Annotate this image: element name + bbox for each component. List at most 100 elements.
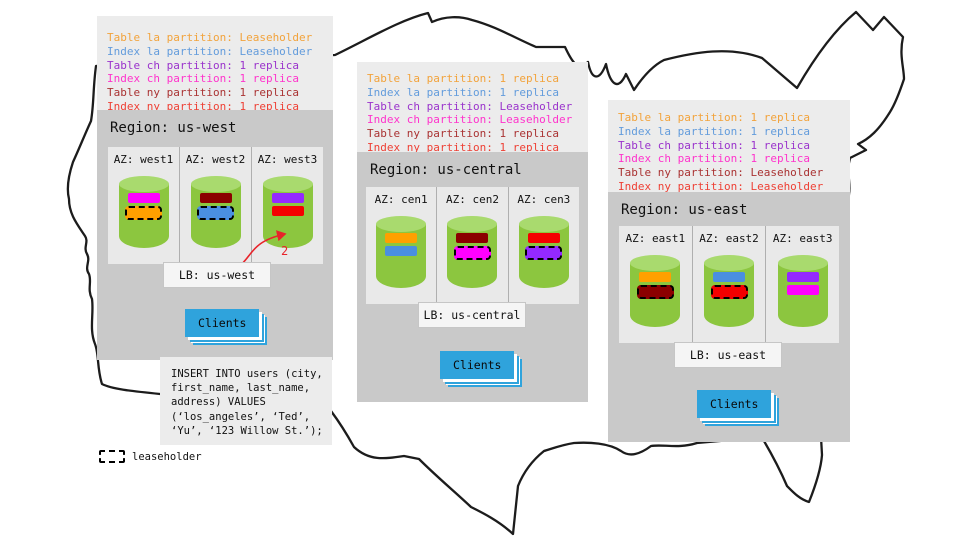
replica-bars <box>519 233 569 260</box>
cylinder-top <box>518 216 569 232</box>
az-panel: AZ: west1 AZ: west2 <box>108 147 323 264</box>
cylinder-top <box>376 216 427 232</box>
clients-box: Clients <box>440 351 515 379</box>
cylinder-top <box>262 176 313 192</box>
partition-replica-bar <box>525 246 563 260</box>
database-cylinder <box>190 176 241 248</box>
cylinder-top <box>190 176 241 192</box>
legend-line: Table ny partition: Leaseholder <box>618 166 824 180</box>
az-title: AZ: west3 <box>257 153 318 166</box>
partition-replica-bar <box>125 206 162 220</box>
replica-bars <box>376 233 426 256</box>
database-cylinder <box>262 176 313 248</box>
az-title: AZ: west2 <box>185 153 246 166</box>
az-column: AZ: east1 <box>619 226 693 343</box>
partition-replica-bar <box>456 233 489 243</box>
az-title: AZ: cen2 <box>446 193 499 206</box>
legend-line: Table ny partition: 1 replica <box>367 127 560 141</box>
partition-replica-bar <box>199 193 232 203</box>
az-column: AZ: east2 <box>693 226 767 343</box>
az-panel: AZ: east1 AZ: east2 <box>619 226 839 343</box>
database-cylinder <box>376 216 427 288</box>
partition-replica-bar <box>271 193 304 203</box>
database-cylinder <box>630 255 681 327</box>
az-column: AZ: cen2 <box>437 187 509 304</box>
partition-replica-bar <box>385 246 418 256</box>
replica-bars <box>778 272 828 295</box>
sql-line: address) VALUES <box>171 396 266 409</box>
legend-line: Table la partition: 1 replica <box>618 111 811 124</box>
az-title: AZ: cen1 <box>374 193 428 206</box>
legend-line: Index la partition: 1 replica <box>618 124 811 138</box>
cylinder-top <box>630 255 681 271</box>
arrow-step-label: 2 <box>281 244 289 258</box>
sql-line: (‘los_angeles’, ‘Ted’, <box>171 410 311 423</box>
database-cylinder <box>118 176 169 248</box>
az-column: AZ: west1 <box>108 147 180 264</box>
legend-line: Index ny partition: 1 replica <box>107 99 300 113</box>
region-box-us-east: Region: us-east AZ: east1 AZ: east2 <box>608 192 850 442</box>
replica-bars <box>119 193 169 220</box>
sql-line: first_name, last_name, <box>171 382 311 395</box>
partition-replica-bar <box>710 285 748 299</box>
load-balancer-us-east: LB: us-east <box>674 342 782 368</box>
partition-replica-bar <box>713 272 745 282</box>
az-column: AZ: east3 <box>766 226 839 343</box>
sql-line: ‘Yu’, ‘123 Willow St.’); <box>171 424 323 437</box>
partition-replica-bar <box>271 206 304 216</box>
partition-replica-bar <box>197 206 234 220</box>
partition-replica-bar <box>453 246 491 260</box>
sql-line: INSERT INTO users (city, <box>171 368 323 380</box>
partition-replica-bar <box>636 285 674 299</box>
partition-replica-bar <box>786 285 819 295</box>
partition-replica-bar <box>527 233 560 243</box>
legend-line: Index ny partition: Leaseholder <box>618 179 824 193</box>
legend-line: Table ch partition: 1 replica <box>107 58 300 72</box>
legend-line: Index ch partition: 1 replica <box>618 152 811 166</box>
replica-bars <box>704 272 754 299</box>
database-cylinder <box>704 255 754 327</box>
legend-line: Table ch partition: 1 replica <box>618 138 811 152</box>
region-title: Region: us-west <box>110 120 237 136</box>
legend-line: Index ch partition: 1 replica <box>107 72 300 86</box>
cylinder-top <box>704 255 754 271</box>
cylinder-top <box>118 176 169 192</box>
cylinder-top <box>777 255 828 271</box>
az-title: AZ: east1 <box>625 232 686 245</box>
partition-replica-bar <box>639 272 672 282</box>
leaseholder-key: leaseholder <box>99 450 202 463</box>
az-title: AZ: cen3 <box>517 193 571 206</box>
legend-line: Table ch partition: Leaseholder <box>367 99 573 113</box>
database-cylinder <box>518 216 569 288</box>
az-column: AZ: west2 <box>180 147 252 264</box>
az-title: AZ: east3 <box>772 232 833 245</box>
sql-insert-statement: INSERT INTO users (city, first_name, las… <box>160 357 332 445</box>
legend-line: Index la partition: 1 replica <box>367 85 560 99</box>
clients-box: Clients <box>697 390 772 418</box>
region-title: Region: us-east <box>621 202 748 218</box>
az-column: AZ: cen3 <box>509 187 579 304</box>
partition-legend-us-east: Table la partition: 1 replica Index la p… <box>608 100 850 193</box>
partition-replica-bar <box>786 272 819 282</box>
az-column: AZ: cen1 <box>366 187 438 304</box>
partition-replica-bar <box>385 233 418 243</box>
region-title: Region: us-central <box>370 162 522 178</box>
load-balancer-us-west: LB: us-west <box>163 262 271 288</box>
region-box-us-central: Region: us-central AZ: cen1 AZ: cen2 <box>357 152 588 402</box>
az-panel: AZ: cen1 AZ: cen2 <box>366 187 579 304</box>
leaseholder-swatch-icon <box>99 450 125 463</box>
load-balancer-us-central: LB: us-central <box>418 302 526 328</box>
az-title: AZ: west1 <box>113 153 174 166</box>
legend-line: Index ny partition: 1 replica <box>367 140 560 154</box>
legend-line: Table la partition: Leaseholder <box>107 31 313 44</box>
legend-line: Index ch partition: Leaseholder <box>367 113 573 127</box>
legend-line: Table la partition: 1 replica <box>367 72 560 85</box>
region-box-us-west: Region: us-west AZ: west1 AZ: west2 <box>97 110 333 360</box>
legend-line: Table ny partition: 1 replica <box>107 86 300 100</box>
az-title: AZ: east2 <box>699 232 759 245</box>
clients-box: Clients <box>185 309 260 337</box>
database-cylinder <box>447 216 498 288</box>
partition-replica-bar <box>127 193 160 203</box>
cylinder-top <box>447 216 498 232</box>
legend-line: Index la partition: Leaseholder <box>107 44 313 58</box>
